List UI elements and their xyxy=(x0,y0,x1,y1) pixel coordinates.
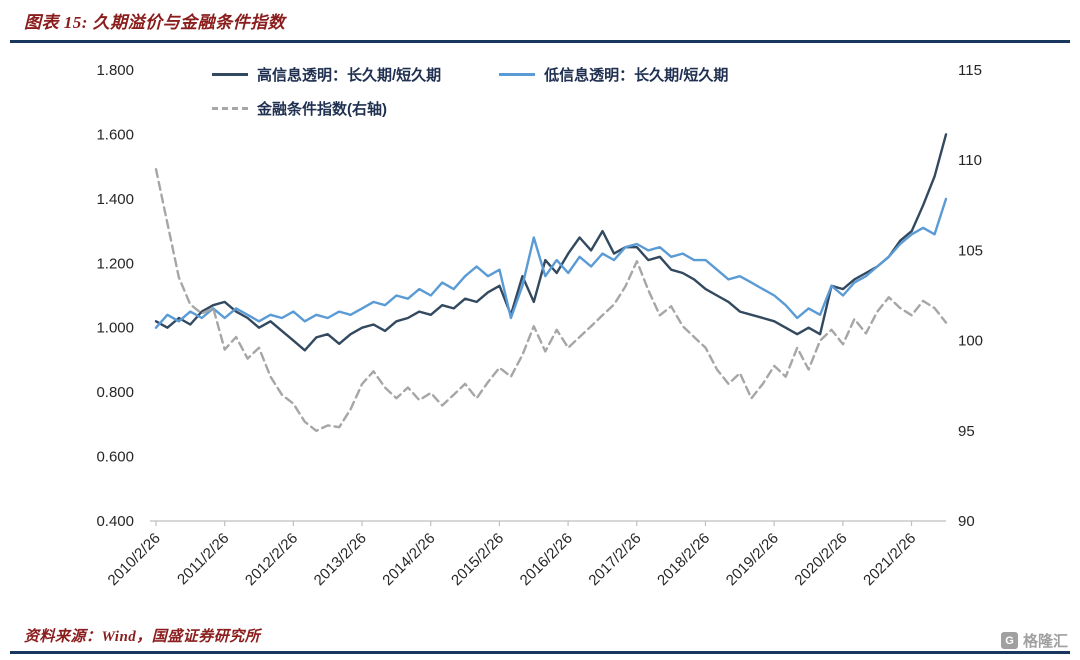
line-chart: 0.400 0.600 0.800 1.000 1.200 1.400 1.600 1.800… xyxy=(96,62,983,589)
right-axis-tick-label: 100 xyxy=(958,333,983,350)
footer-divider xyxy=(10,651,1070,654)
left-axis-tick-label: 0.400 xyxy=(96,513,134,530)
watermark-logo: G 格隆汇 xyxy=(1000,630,1068,651)
x-axis-tick-label: 2016/2/26 xyxy=(517,530,576,589)
left-axis-tick-label: 0.800 xyxy=(96,384,134,401)
x-axis-tick-label: 2021/2/26 xyxy=(860,530,919,589)
series-line-1 xyxy=(154,197,948,329)
legend-row-1: 高信息透明：长久期/短久期 低信息透明：长久期/短久期 xyxy=(212,64,786,85)
chart-legend: 高信息透明：长久期/短久期 低信息透明：长久期/短久期 金融条件指数(右轴) xyxy=(212,64,786,132)
legend-swatch-navy-line xyxy=(212,73,248,76)
left-axis-tick-label: 1.600 xyxy=(96,126,134,143)
watermark-text: 格隆汇 xyxy=(1022,633,1068,650)
x-axis-tick-label: 2010/2/26 xyxy=(105,530,164,589)
x-axis-tick-label: 2020/2/26 xyxy=(791,530,850,589)
legend-item-fci: 金融条件指数(右轴) xyxy=(212,98,387,119)
x-axis-tick-label: 2014/2/26 xyxy=(379,530,438,589)
legend-row-2: 金融条件指数(右轴) xyxy=(212,98,786,119)
x-axis-tick-label: 2019/2/26 xyxy=(723,530,782,589)
right-axis-tick-label: 110 xyxy=(958,152,982,169)
header-divider xyxy=(10,40,1070,43)
left-axis-tick-label: 1.400 xyxy=(96,191,134,208)
x-axis-tick-label: 2015/2/26 xyxy=(448,530,507,589)
source-note: 资料来源：Wind，国盛证券研究所 xyxy=(24,629,261,645)
right-axis-tick-label: 95 xyxy=(958,423,975,440)
gelonghui-logo-icon: G xyxy=(1000,632,1018,649)
x-axis-tick-label: 2013/2/26 xyxy=(311,530,370,589)
left-axis-tick-label: 1.000 xyxy=(96,320,134,337)
legend-label-fci: 金融条件指数(右轴) xyxy=(257,101,387,118)
legend-swatch-blue-line xyxy=(499,73,536,76)
right-axis-tick-label: 105 xyxy=(958,242,983,259)
right-axis-tick-label: 115 xyxy=(958,62,982,79)
left-axis-tick-label: 0.600 xyxy=(96,449,134,466)
legend-label-low-transparency: 低信息透明：长久期/短久期 xyxy=(544,67,729,84)
x-axis-tick-label: 2011/2/26 xyxy=(174,530,232,588)
series-line-0 xyxy=(154,133,948,352)
right-axis-tick-label: 90 xyxy=(958,513,975,530)
legend-swatch-gray-dashed-line xyxy=(212,107,248,110)
legend-label-high-transparency: 高信息透明：长久期/短久期 xyxy=(257,67,442,84)
series-line-2 xyxy=(154,168,948,432)
x-axis-tick-label: 2017/2/26 xyxy=(585,530,644,589)
legend-item-high-transparency: 高信息透明：长久期/短久期 xyxy=(212,64,441,85)
x-axis-tick-label: 2012/2/26 xyxy=(242,530,301,589)
left-axis-tick-label: 1.200 xyxy=(96,255,134,272)
left-axis-tick-label: 1.800 xyxy=(96,62,134,79)
chart-title: 图表 15: 久期溢价与金融条件指数 xyxy=(24,13,286,32)
legend-item-low-transparency: 低信息透明：长久期/短久期 xyxy=(499,64,728,85)
x-axis-tick-label: 2018/2/26 xyxy=(654,530,713,589)
